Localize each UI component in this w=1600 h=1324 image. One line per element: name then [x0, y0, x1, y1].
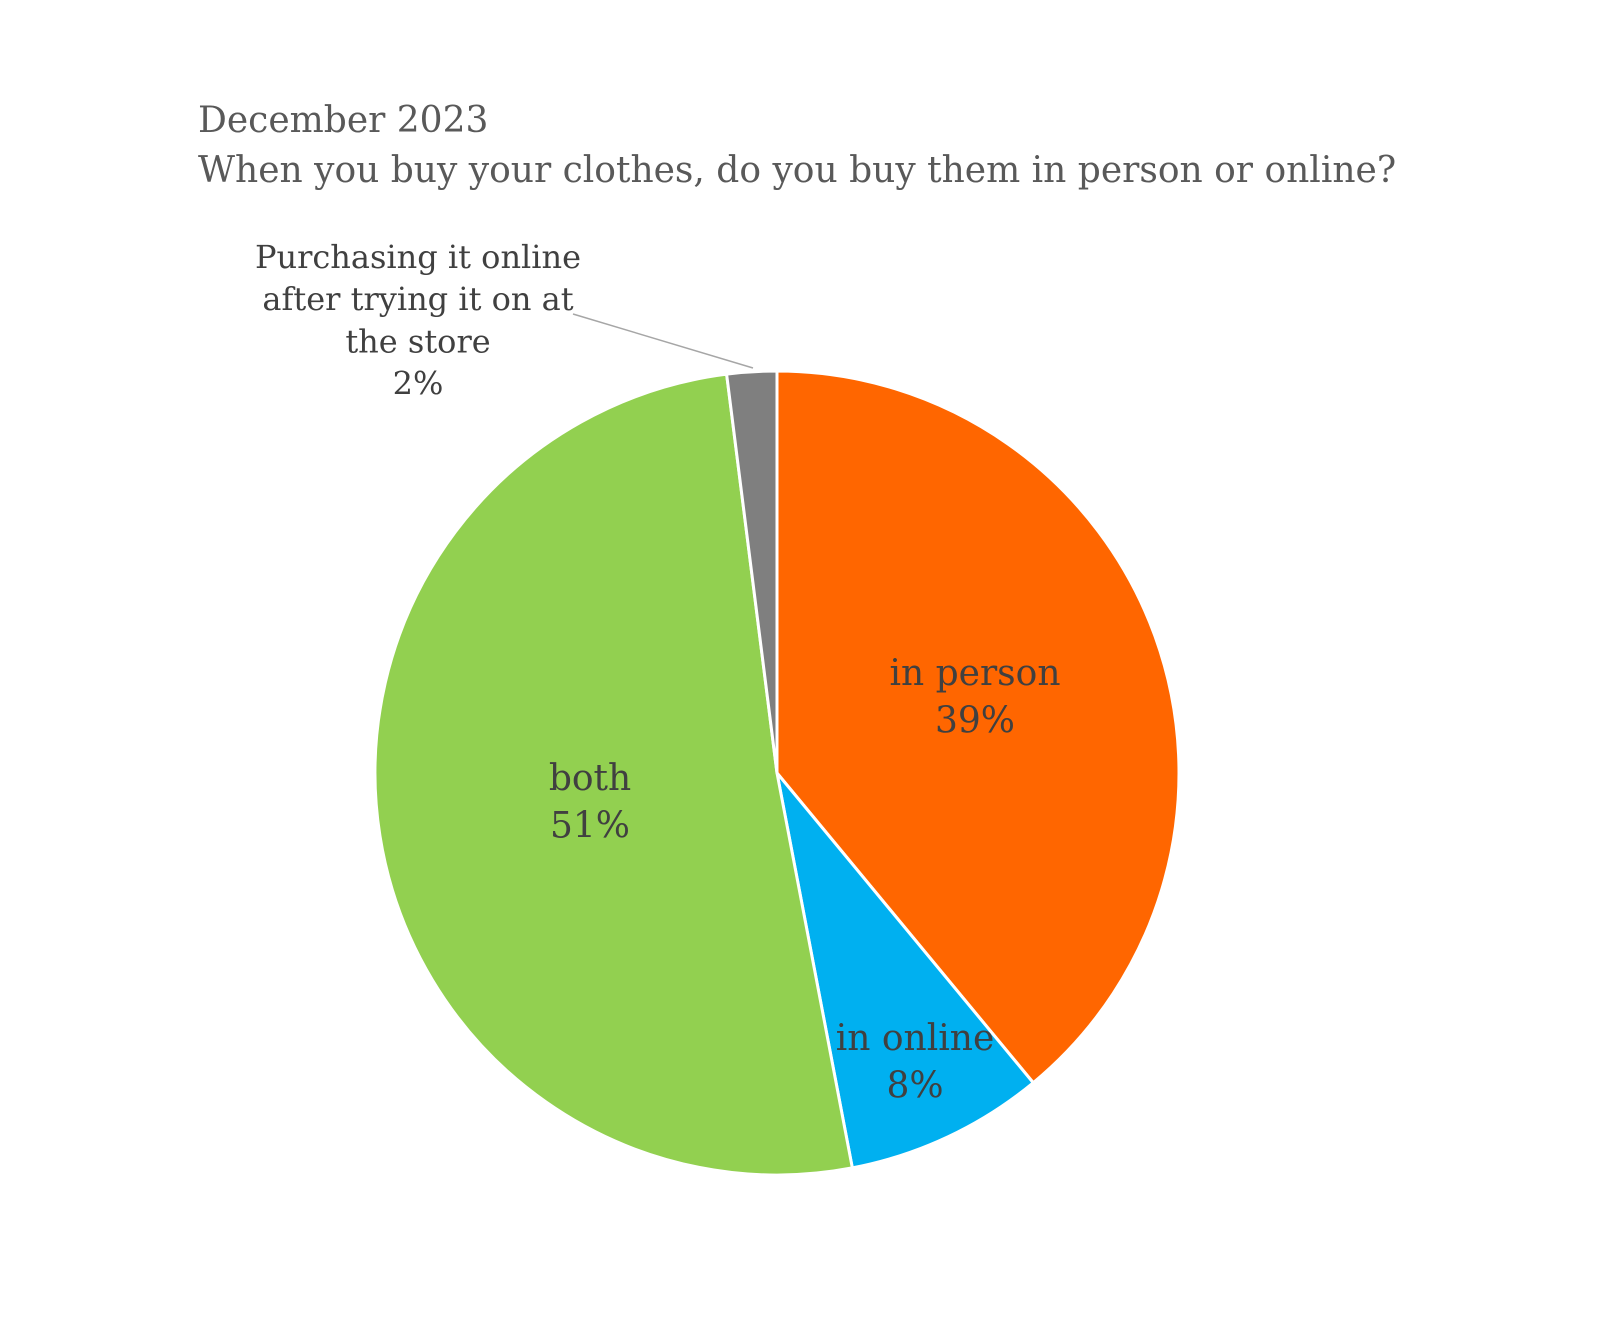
pie-slice-purchasing-it-online-after-trying-it-on-at-the-store	[725, 369, 779, 775]
slice-label-1: in person 39%	[889, 653, 1060, 742]
slice-label-3: both 51%	[549, 758, 631, 847]
chart-subtitle: When you buy your clothes, do you buy th…	[198, 150, 1397, 191]
chart-title: December 2023	[198, 100, 489, 141]
pie-slice-in-online	[775, 771, 1035, 1170]
pie-slices	[373, 369, 1181, 1177]
chart-title-block: December 2023 When you buy your clothes,…	[198, 96, 1396, 196]
pie-labels: in person 39% in online 8% both 51% Purchasing…	[255, 238, 1061, 1107]
pie-slice-in-person	[775, 369, 1181, 1085]
slice-label-4: Purchasing it online after trying it on a…	[255, 238, 581, 403]
pie-slice-both	[373, 372, 854, 1177]
leader-line	[572, 313, 754, 369]
slice-label-2: in online 8%	[836, 1018, 995, 1107]
